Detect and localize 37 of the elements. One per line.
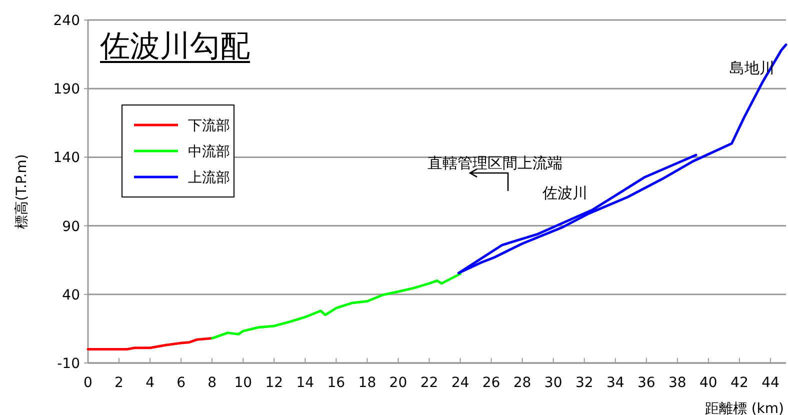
y-tick-label: 90 — [62, 218, 80, 235]
x-tick-label: 22 — [420, 375, 438, 391]
x-tick-label: 10 — [234, 375, 252, 391]
x-tick-label: 38 — [668, 375, 686, 391]
x-tick-label: 24 — [451, 375, 470, 391]
x-tick-label: 26 — [482, 375, 500, 391]
legend-label: 下流部 — [188, 118, 230, 134]
annotation: 佐波川 — [542, 184, 588, 202]
y-tick-label: -10 — [57, 356, 80, 372]
x-tick-label: 34 — [606, 375, 624, 391]
x-tick-label: 20 — [389, 375, 408, 391]
y-tick-label: 140 — [53, 150, 80, 166]
x-tick-label: 8 — [208, 375, 217, 391]
x-tick-label: 44 — [762, 375, 780, 391]
y-tick-label: 40 — [62, 287, 80, 304]
x-tick-label: 14 — [296, 375, 314, 391]
legend-label: 中流部 — [188, 144, 230, 160]
y-tick-label: 190 — [53, 82, 80, 98]
annotation: 直轄管理区間上流端 — [428, 154, 562, 172]
x-tick-label: 42 — [730, 375, 748, 391]
x-axis-title: 距離標 (km) — [704, 401, 784, 415]
y-axis-title: 標高(T.P.m) — [14, 154, 30, 229]
y-tick-label: 240 — [53, 13, 80, 29]
x-tick-label: 30 — [544, 375, 562, 391]
x-tick-label: 28 — [513, 375, 532, 391]
x-tick-label: 18 — [358, 375, 376, 391]
x-tick-label: 4 — [146, 375, 155, 391]
chart-title: 佐波川勾配 — [100, 29, 250, 64]
x-tick-label: 0 — [84, 375, 92, 391]
x-tick-label: 12 — [265, 375, 284, 391]
x-tick-label: 32 — [575, 375, 594, 391]
x-tick-label: 2 — [114, 375, 124, 391]
x-tick-label: 16 — [327, 375, 346, 391]
x-tick-label: 6 — [176, 375, 186, 391]
x-tick-label: 36 — [637, 375, 656, 391]
x-tick-label: 40 — [700, 375, 718, 391]
legend-label: 上流部 — [188, 170, 230, 186]
